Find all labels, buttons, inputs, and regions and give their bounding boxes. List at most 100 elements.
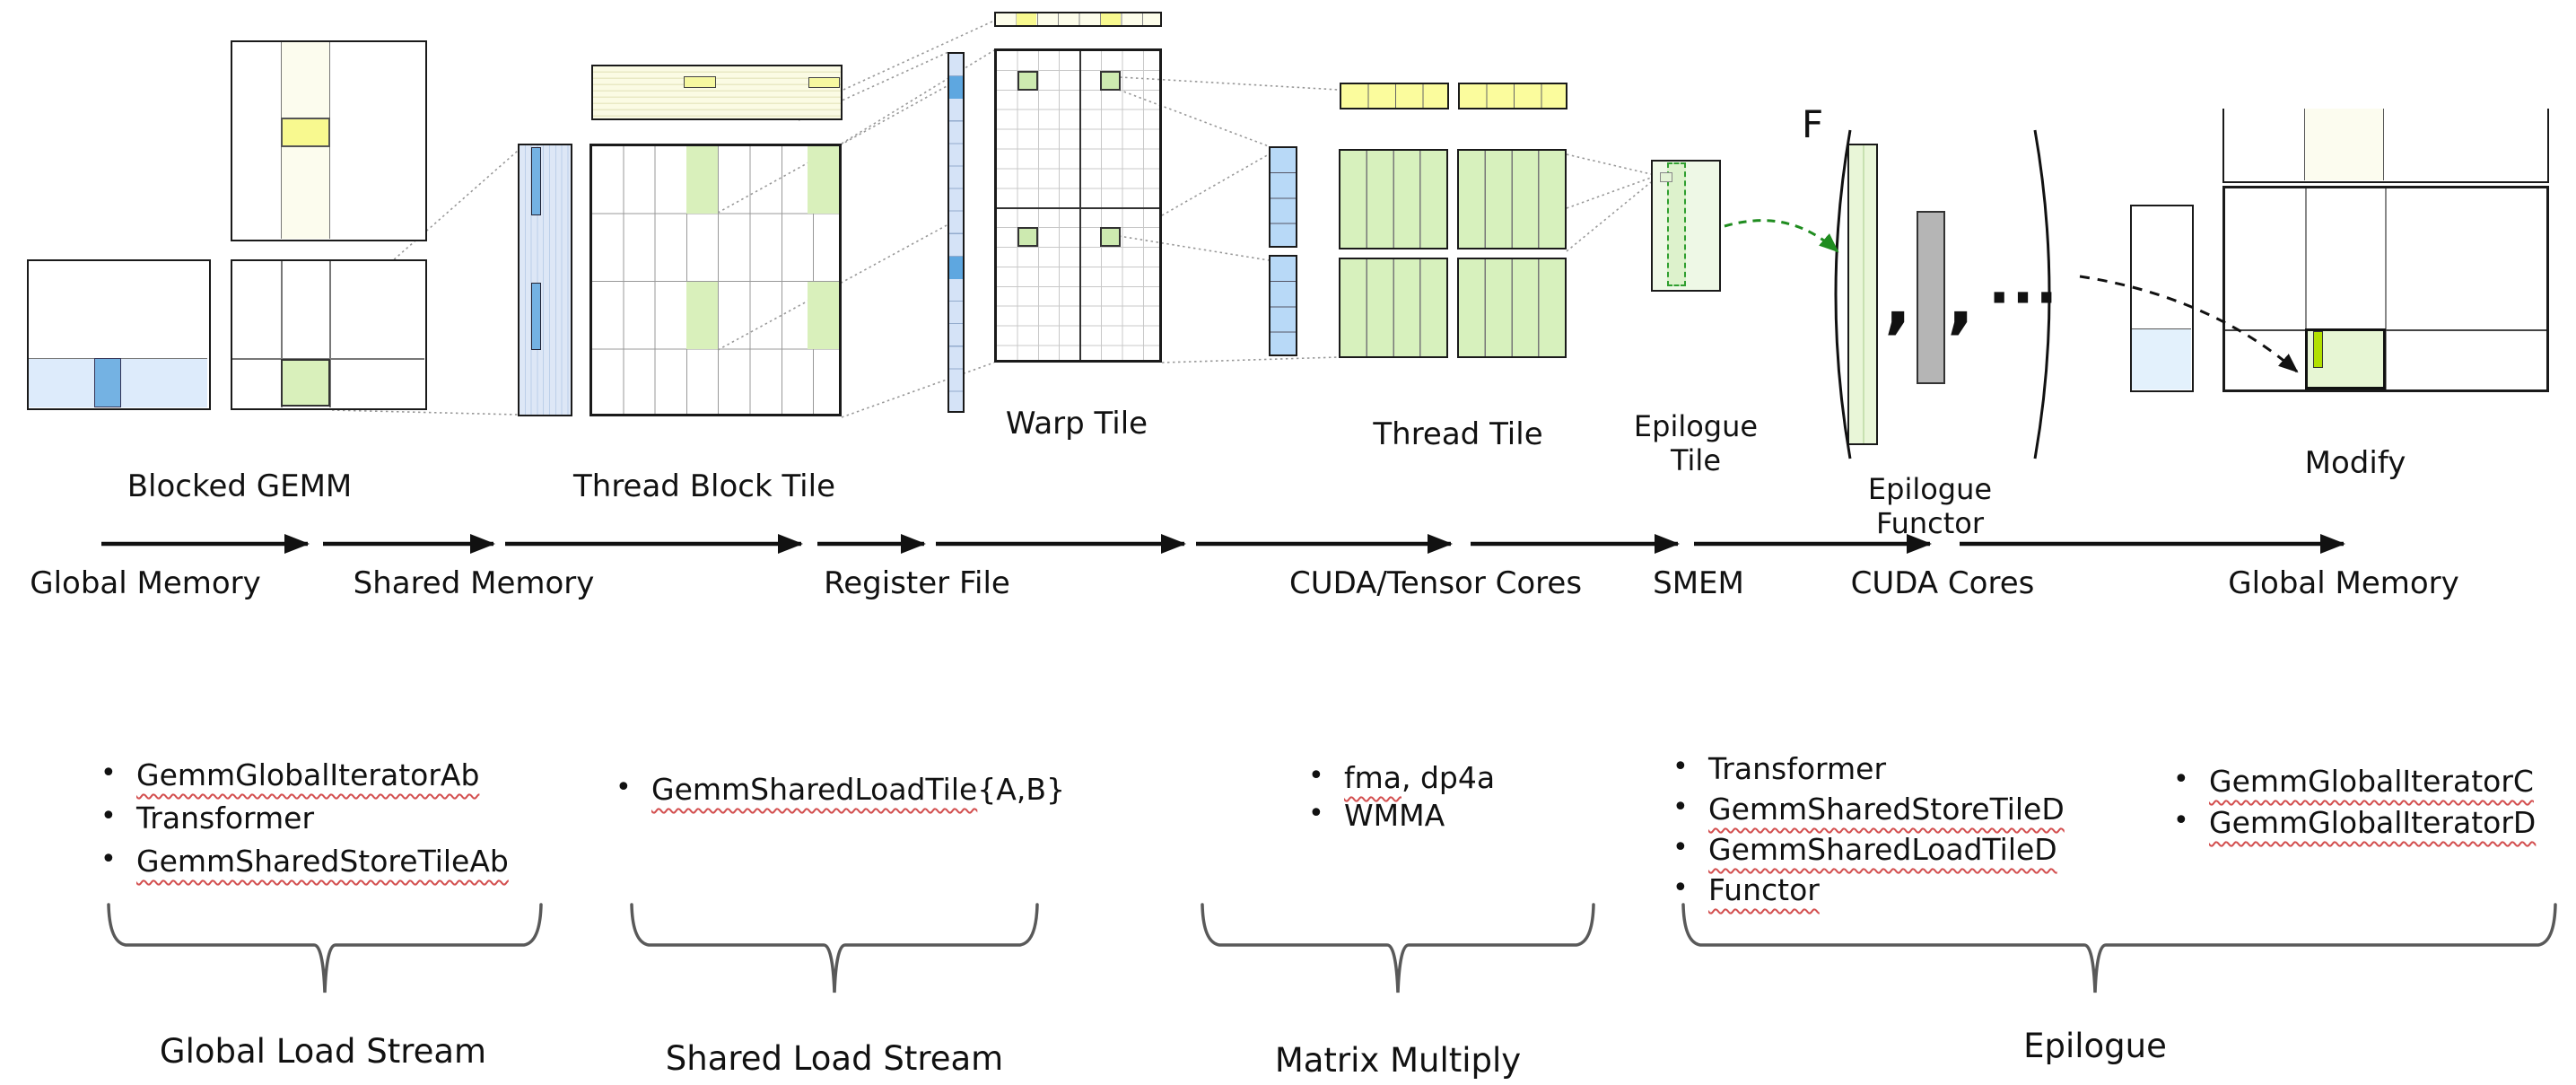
- warp-green-cell-1: [1017, 71, 1038, 91]
- functor-comma-2: ,: [1947, 258, 1975, 342]
- modify-main-matrix: [2222, 186, 2549, 392]
- modify-chartreuse-fragment: [2313, 331, 2323, 368]
- list-item: GemmSharedStoreTileD: [1667, 787, 2065, 829]
- tt-grid-br: [1457, 258, 1567, 358]
- stage-label-blocked-gemm: Blocked GEMM: [127, 468, 353, 504]
- flow-label-global-memory-dst: Global Memory: [2228, 565, 2459, 601]
- black-dashed-arrow: [2079, 275, 2299, 373]
- smem-a-fragment-2: [531, 283, 541, 350]
- smem-a-fragment-1: [531, 147, 541, 215]
- functor-parentheses: [1834, 129, 2051, 459]
- warp-frag-strip-1: [1269, 146, 1297, 248]
- grid-line-v: [2305, 188, 2307, 389]
- functor-arg-accumulator-column: [1847, 144, 1878, 445]
- stage-label-warp-tile: Warp Tile: [1005, 406, 1148, 442]
- flow-label-global-memory-src: Global Memory: [30, 565, 261, 601]
- rf-fragment-1: [949, 76, 963, 99]
- tt-accum-strip-2: [1458, 83, 1567, 109]
- list-item: Transformer: [95, 795, 509, 840]
- rf-fragment-2: [949, 257, 963, 279]
- underlined-term: GemmSharedStoreTileD: [1708, 792, 2065, 827]
- stream-label-matrix-multiply: Matrix Multiply: [1274, 1041, 1522, 1080]
- list-item: GemmSharedStoreTileAb: [95, 838, 509, 883]
- epilogue-tile: [1651, 160, 1721, 292]
- warp-accum-cell-2: [1101, 13, 1121, 25]
- epilogue-functor-line1: Epilogue: [1867, 472, 1993, 506]
- underlined-term: GemmGlobalIteratorD: [2209, 805, 2537, 840]
- warp-accum-cell-1: [1017, 13, 1036, 25]
- green-dashed-arrow: [1724, 219, 1839, 253]
- underlined-term: GemmSharedLoadTileD: [1708, 832, 2057, 867]
- stream-label-shared-load: Shared Load Stream: [665, 1039, 1004, 1078]
- list-global-load-stream: GemmGlobalIteratorAb Transformer GemmSha…: [95, 752, 509, 883]
- tbt-b-fragment-1: [684, 76, 716, 88]
- tbt-main-grid: [589, 144, 842, 416]
- stage-label-epilogue-tile: Epilogue Tile: [1634, 409, 1758, 477]
- tt-grid-tl: [1339, 149, 1448, 249]
- list-epilogue-smem: Transformer GemmSharedStoreTileD GemmSha…: [1667, 747, 2065, 910]
- plain-term: , dp4a: [1402, 760, 1496, 795]
- matrix-a-tile-highlight: [94, 358, 121, 407]
- underlined-term: GemmGlobalIteratorAb: [136, 757, 480, 792]
- plain-term: Transformer: [136, 801, 315, 836]
- flow-label-cuda-tensor-cores: CUDA/Tensor Cores: [1288, 565, 1583, 601]
- plain-term: Transformer: [1708, 751, 1887, 786]
- flow-label-register-file: Register File: [824, 565, 1010, 601]
- list-item: GemmGlobalIteratorAb: [95, 752, 509, 797]
- plain-term: WMMA: [1344, 798, 1445, 833]
- stream-braces: [107, 903, 2557, 993]
- functor-symbol: F: [1802, 102, 1824, 146]
- grid-line-h: [232, 358, 424, 360]
- functor-arg-gray-column: [1917, 211, 1945, 384]
- grid-line-h: [2225, 329, 2546, 331]
- list-item: fma, dp4a: [1303, 757, 1496, 797]
- warp-accum-strip-top: [994, 12, 1162, 27]
- flow-label-cuda-cores: CUDA Cores: [1850, 565, 2035, 601]
- tbt-green-col-1b: [686, 282, 718, 349]
- functor-ellipsis: ···: [1988, 266, 2059, 332]
- modify-top-column-band: [2304, 109, 2384, 180]
- epilogue-tile-line1: Epilogue: [1633, 409, 1759, 443]
- list-shared-load-stream: GemmSharedLoadTile{A,B}: [610, 766, 1065, 811]
- modify-left-matrix: [2130, 205, 2194, 392]
- stream-label-epilogue: Epilogue: [2023, 1027, 2167, 1065]
- tt-accum-strip-1: [1340, 83, 1449, 109]
- tt-grid-bl: [1339, 258, 1448, 358]
- epilogue-tile-subfragment: [1660, 172, 1672, 182]
- tbt-green-col-1a: [686, 146, 718, 214]
- tbt-green-col-2a: [808, 146, 839, 214]
- tt-grid-tr: [1457, 149, 1567, 249]
- warp-green-cell-3: [1017, 227, 1038, 247]
- matrix-b-tile-highlight: [281, 118, 330, 147]
- functor-comma-1: ,: [1884, 258, 1912, 342]
- underlined-term: GemmGlobalIteratorC: [2209, 764, 2534, 799]
- gemm-matrix-a-left: [27, 259, 211, 410]
- modify-green-tile: [2305, 328, 2386, 389]
- plain-term: {A,B}: [977, 772, 1065, 807]
- warp-green-cell-4: [1100, 227, 1121, 247]
- list-item: GemmSharedLoadTile{A,B}: [610, 766, 1065, 811]
- warp-main-grid: [994, 48, 1162, 363]
- list-item: Transformer: [1667, 747, 2065, 789]
- list-matrix-multiply: fma, dp4a WMMA: [1303, 757, 1496, 835]
- grid-line-v: [2385, 188, 2387, 389]
- list-item: WMMA: [1303, 795, 1495, 835]
- underlined-term: fma: [1344, 760, 1402, 795]
- list-epilogue-global: GemmGlobalIteratorC GemmGlobalIteratorD: [2168, 759, 2537, 844]
- flow-label-shared-memory: Shared Memory: [353, 565, 595, 601]
- warp-mid-line-v: [1079, 51, 1081, 360]
- grid-line-v: [281, 261, 283, 407]
- underlined-term: Functor: [1708, 872, 1820, 907]
- modify-top-matrix: [2222, 109, 2549, 183]
- warp-green-cell-2: [1100, 71, 1121, 91]
- stream-label-global-load: Global Load Stream: [159, 1032, 487, 1071]
- gemm-matrix-b-top: [231, 40, 427, 241]
- matrix-c-tile-highlight: [281, 359, 330, 407]
- stage-label-modify: Modify: [2304, 445, 2406, 481]
- list-item: GemmSharedLoadTileD: [1667, 827, 2065, 870]
- tbt-green-col-2b: [808, 282, 839, 349]
- list-item: GemmGlobalIteratorC: [2168, 759, 2536, 802]
- shared-memory-a-strip: [518, 144, 572, 416]
